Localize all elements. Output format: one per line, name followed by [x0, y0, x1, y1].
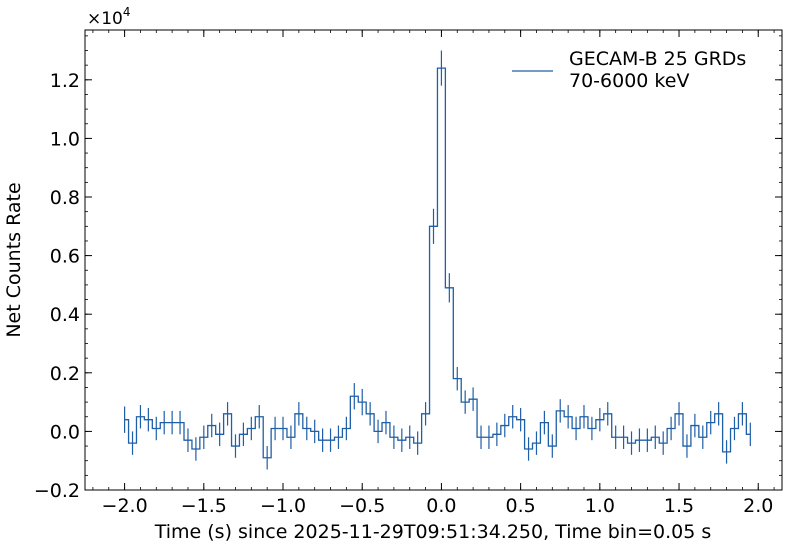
x-tick-label: 0.0: [426, 495, 456, 517]
x-tick-label: −1.5: [181, 495, 227, 517]
x-tick-label: −1.0: [260, 495, 306, 517]
x-axis-label: Time (s) since 2025-11-29T09:51:34.250, …: [154, 521, 712, 543]
x-axis: −2.0 −1.5 −1.0 −0.5 0.0 0.5 1.0 1.5 2.0: [92, 30, 775, 517]
x-tick-label: 1.0: [585, 495, 615, 517]
legend-label-line-2: 70-6000 keV: [569, 70, 689, 92]
x-tick-label: −0.5: [339, 495, 385, 517]
y-tick-label: 0.4: [50, 304, 80, 326]
x-tick-label: 0.5: [506, 495, 536, 517]
y-offset-label: ×104: [87, 5, 131, 29]
y-axis: −0.2 0.0 0.2 0.4 0.6 0.8 1.0 1.2: [34, 35, 782, 502]
y-tick-label: 0.6: [50, 246, 80, 268]
y-tick-label: 1.0: [50, 128, 80, 150]
x-tick-label: −2.0: [102, 495, 148, 517]
y-tick-label: 0.0: [50, 421, 80, 443]
legend-label-line-1: GECAM-B 25 GRDs: [569, 48, 746, 70]
plot-frame: [84, 29, 783, 491]
y-tick-label: 0.2: [50, 363, 80, 385]
plot-area: [124, 50, 751, 470]
x-tick-label: 1.5: [664, 495, 694, 517]
y-tick-label: 0.8: [50, 187, 80, 209]
y-tick-label: −0.2: [34, 480, 80, 502]
y-axis-label: Net Counts Rate: [3, 182, 25, 337]
legend: GECAM-B 25 GRDs 70-6000 keV: [512, 48, 746, 92]
y-tick-label: 1.2: [50, 70, 80, 92]
x-tick-label: 2.0: [743, 495, 773, 517]
series-step-line: [124, 67, 751, 459]
